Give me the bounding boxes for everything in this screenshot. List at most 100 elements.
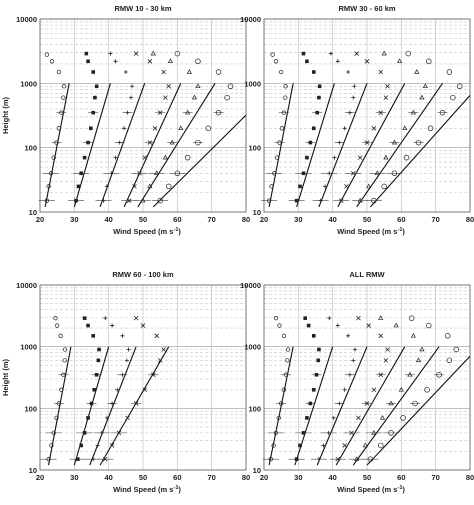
data-point: [385, 83, 390, 89]
data-point: [178, 125, 184, 131]
data-point: [400, 415, 406, 421]
data-point: [125, 415, 130, 421]
data-point: [378, 315, 384, 320]
data-point: [381, 183, 387, 190]
data-point: [385, 347, 390, 352]
series-3: [310, 316, 368, 466]
y-tick-label: 100: [248, 144, 261, 153]
x-tick-label: 50: [139, 215, 147, 224]
data-point: [317, 347, 321, 352]
data-point: [354, 51, 359, 56]
y-tick-label: 100: [24, 404, 37, 413]
data-point: [311, 126, 316, 131]
data-point: [84, 51, 89, 56]
data-point: [113, 59, 118, 64]
data-point: [86, 59, 90, 64]
data-point: [109, 171, 114, 176]
data-point: [215, 69, 222, 75]
fit-line: [337, 83, 406, 208]
data-point: [123, 70, 128, 75]
data-point: [402, 125, 408, 131]
data-point: [427, 125, 434, 132]
data-point: [323, 184, 328, 189]
data-point: [371, 126, 377, 131]
panel-3: RMW 60 - 100 km 20 30 40 50 60 70 80 10 100 1000 10…: [1, 270, 250, 494]
data-point: [305, 416, 309, 420]
data-point: [305, 59, 309, 64]
data-point: [174, 170, 181, 177]
series-5: [135, 50, 216, 208]
data-point: [120, 333, 125, 338]
series-1: [40, 316, 72, 466]
data-point: [335, 456, 341, 462]
y-tick-label: 1000: [244, 79, 261, 88]
data-point: [357, 197, 363, 203]
data-point: [314, 372, 319, 377]
data-point: [110, 323, 115, 328]
y-tick-label: 10: [29, 466, 37, 475]
data-point: [271, 443, 276, 448]
y-tick-label: 10: [29, 208, 37, 217]
panel-1: RMW 10 - 30 km 20 30 40 50 60 70 80 10 100 1000 100…: [1, 4, 250, 236]
data-point: [294, 457, 299, 461]
data-point: [311, 334, 316, 338]
data-point: [101, 198, 106, 203]
data-point: [91, 457, 96, 462]
data-point: [167, 58, 174, 64]
data-point: [412, 400, 418, 407]
data-point: [109, 443, 115, 448]
data-point: [157, 358, 163, 363]
fit-line: [73, 83, 111, 208]
fit-line: [123, 83, 182, 208]
y-tick-label: 10000: [240, 281, 261, 290]
data-point: [335, 59, 340, 64]
data-point: [154, 333, 160, 339]
data-point: [166, 183, 172, 190]
x-tick-label: 30: [294, 473, 302, 482]
data-point: [61, 372, 66, 377]
x-tick-label: 60: [397, 215, 405, 224]
fit-line: [366, 355, 471, 466]
data-point: [303, 316, 307, 320]
data-point: [161, 69, 166, 75]
data-point: [346, 70, 351, 75]
data-point: [59, 387, 64, 392]
series-6: [362, 315, 471, 466]
data-point: [86, 323, 90, 328]
x-axis-label: Wind Speed (m s-1): [113, 227, 181, 236]
data-point: [388, 430, 394, 436]
data-point: [95, 443, 100, 448]
data-point: [94, 84, 99, 89]
x-tick-label: 40: [104, 215, 112, 224]
data-point: [364, 401, 370, 406]
series-5: [348, 315, 440, 466]
data-point: [270, 52, 275, 57]
y-tick-label: 10000: [16, 281, 37, 290]
data-point: [419, 94, 425, 100]
fit-line: [44, 83, 70, 208]
data-point: [415, 139, 422, 146]
data-point: [59, 110, 64, 115]
data-point: [82, 431, 87, 435]
data-point: [147, 59, 153, 64]
data-point: [104, 415, 109, 420]
data-point: [327, 316, 332, 321]
data-point: [283, 372, 289, 377]
panel-title: ALL RMW: [349, 270, 385, 279]
data-point: [347, 372, 352, 377]
x-tick-label: 30: [294, 215, 302, 224]
x-tick-label: 80: [466, 473, 474, 482]
x-tick-label: 20: [36, 473, 44, 482]
data-point: [279, 126, 285, 131]
x-tick-label: 40: [328, 473, 336, 482]
data-point: [268, 456, 274, 462]
panel-title: RMW 60 - 100 km: [112, 270, 174, 279]
data-point: [75, 457, 80, 461]
data-point: [86, 140, 90, 145]
data-point: [157, 110, 163, 115]
data-point: [391, 170, 398, 177]
data-point: [162, 154, 168, 160]
data-point: [354, 456, 360, 461]
data-point: [61, 84, 67, 89]
data-point: [337, 401, 342, 406]
